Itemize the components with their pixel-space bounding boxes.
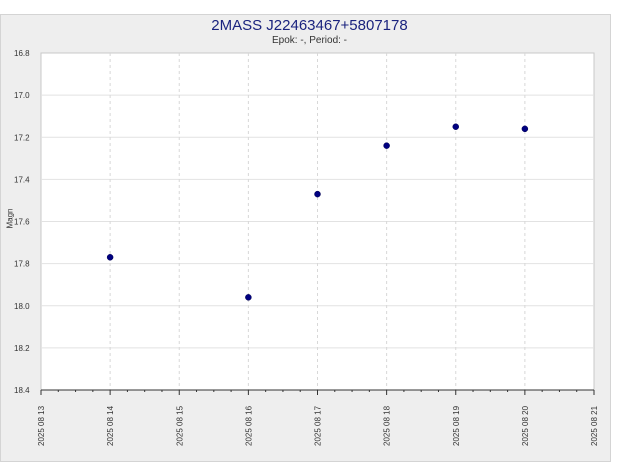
data-points	[106, 123, 529, 301]
x-tick-label: 2025 08 18	[383, 405, 392, 446]
y-tick-label: 17.6	[14, 218, 30, 227]
data-point	[452, 123, 459, 130]
x-tick-label: 2025 08 20	[521, 405, 530, 446]
data-point	[245, 294, 252, 301]
x-tick-label: 2025 08 13	[37, 405, 46, 446]
x-tick-label: 2025 08 16	[244, 405, 253, 446]
x-tick-label: 2025 08 15	[175, 405, 184, 446]
y-tick-label: 17.0	[14, 91, 30, 100]
x-axis-ticks: 2025 08 13 2025 08 14 2025 08 15 2025 08 16…	[37, 390, 599, 446]
grid-lines	[41, 53, 594, 390]
x-tick-label: 2025 08 21	[590, 405, 599, 446]
y-tick-label: 17.2	[14, 133, 30, 142]
data-point	[521, 125, 529, 133]
data-point	[314, 190, 321, 198]
x-tick-label: 2025 08 19	[452, 405, 461, 446]
y-tick-label: 17.8	[14, 260, 30, 269]
y-tick-label: 17.4	[14, 175, 30, 184]
y-tick-label: 16.8	[14, 49, 30, 58]
data-point	[383, 142, 390, 149]
x-tick-label: 2025 08 17	[314, 405, 323, 446]
y-axis-ticks: 16.8 17.0 17.2 17.4 17.6 17.8 18.0 18.2 18.4	[14, 49, 30, 395]
y-tick-label: 18.4	[14, 386, 30, 395]
chart-subtitle: Epok: -, Period: -	[271, 35, 348, 46]
x-tick-label: 2025 08 14	[106, 405, 115, 446]
chart-title: 2MASS J22463467+5807178	[211, 17, 408, 34]
data-point	[106, 254, 114, 261]
y-tick-label: 18.2	[14, 344, 30, 353]
y-tick-label: 18.0	[14, 302, 30, 311]
